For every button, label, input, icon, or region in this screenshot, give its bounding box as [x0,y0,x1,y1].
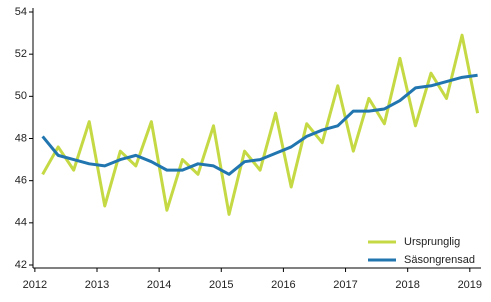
x-tick-label: 2014 [147,279,171,291]
x-tick-label: 2019 [458,279,482,291]
x-tick-label: 2012 [23,279,47,291]
series-line [41,33,480,216]
y-tick-label: 44 [15,217,27,229]
legend-label: Ursprunglig [404,236,460,248]
y-tick-label: 46 [15,175,27,187]
x-tick-label: 2016 [271,279,295,291]
y-tick-label: 42 [15,259,27,271]
legend-label: Säsongrensad [404,254,475,266]
y-tick-label: 50 [15,90,27,102]
y-tick-label: 54 [15,6,27,18]
x-tick-label: 2018 [395,279,419,291]
y-tick-label: 48 [15,132,27,144]
x-tick-label: 2013 [85,279,109,291]
series-line [41,73,478,176]
x-tick-label: 2015 [209,279,233,291]
x-tick-label: 2017 [333,279,357,291]
y-tick-label: 52 [15,48,27,60]
